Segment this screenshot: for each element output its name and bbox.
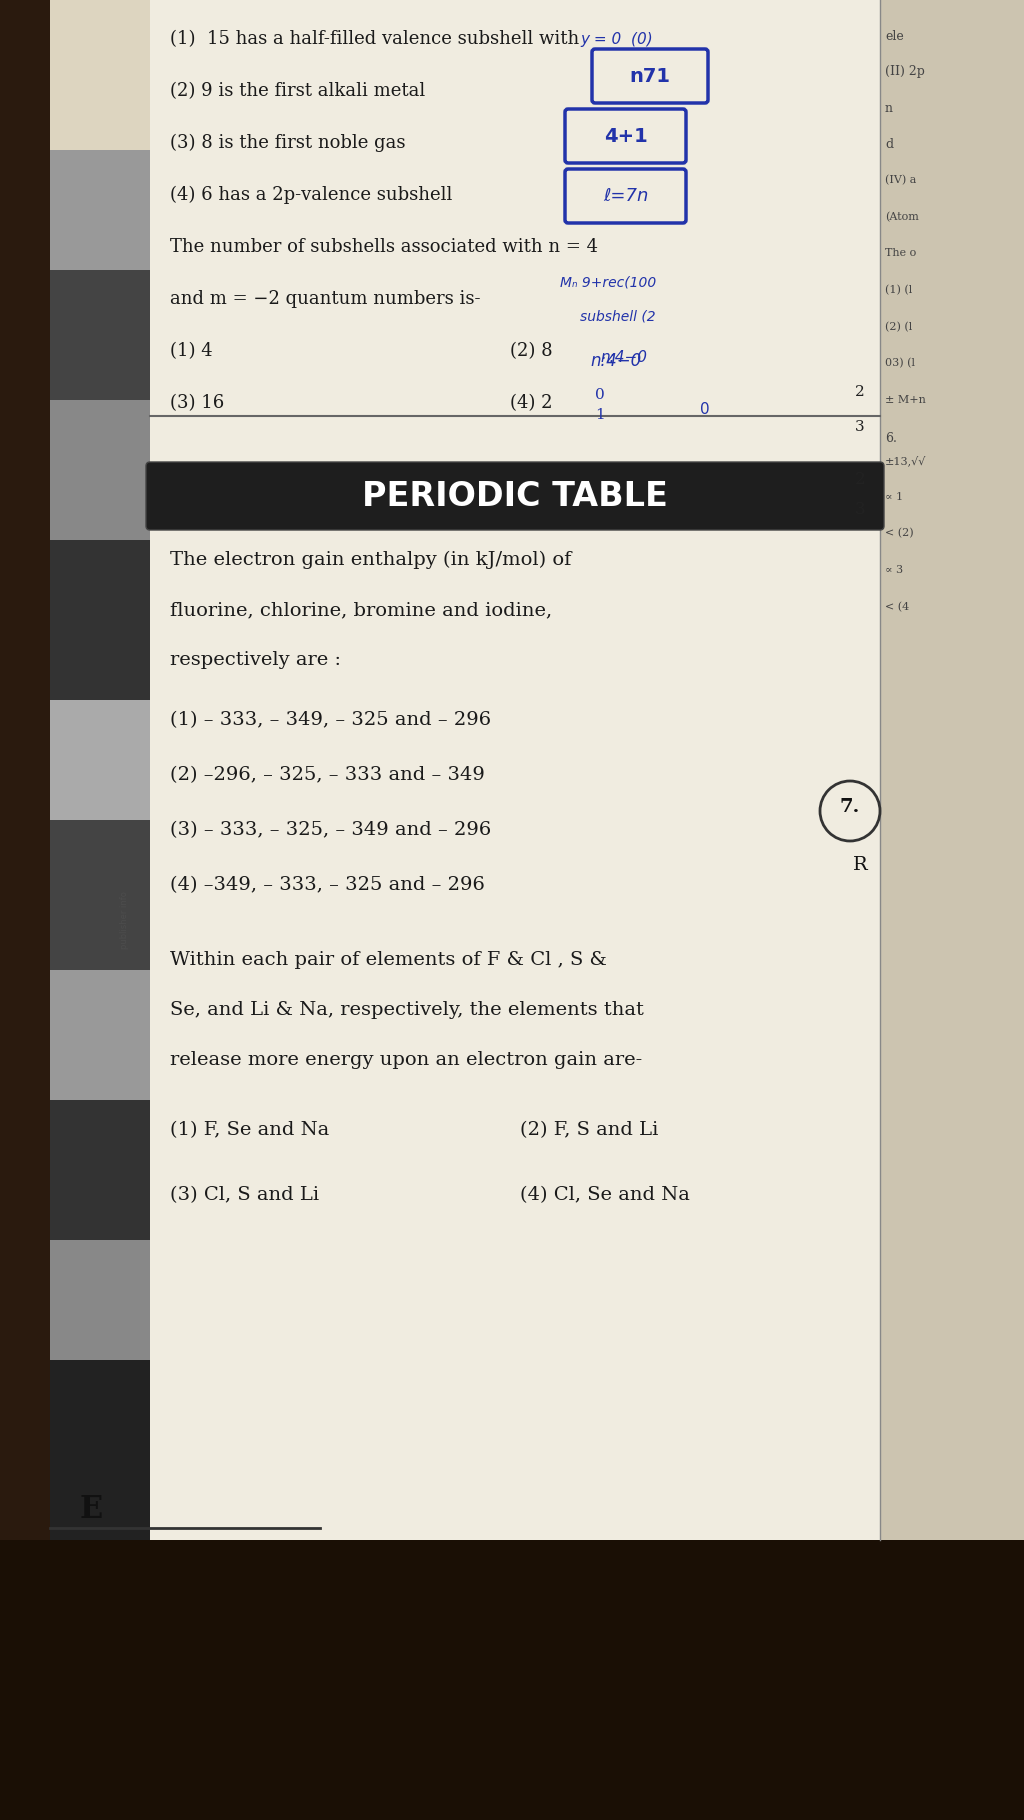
Text: (4) –349, – 333, – 325 and – 296: (4) –349, – 333, – 325 and – 296 xyxy=(170,875,485,894)
Text: 1: 1 xyxy=(595,408,605,422)
Text: The electron gain enthalpy (in kJ/mol) of: The electron gain enthalpy (in kJ/mol) o… xyxy=(170,551,571,570)
Text: ±13,√√: ±13,√√ xyxy=(885,455,927,466)
Text: < (4: < (4 xyxy=(885,602,909,612)
Text: ∝ 1: ∝ 1 xyxy=(885,491,903,502)
Text: n: n xyxy=(885,102,893,115)
Text: ∝ 3: ∝ 3 xyxy=(885,564,903,575)
Text: (2) 8: (2) 8 xyxy=(510,342,553,360)
Text: (3) 16: (3) 16 xyxy=(170,393,224,411)
Text: R: R xyxy=(853,855,867,874)
FancyBboxPatch shape xyxy=(0,1540,1024,1820)
FancyBboxPatch shape xyxy=(880,0,1024,1540)
Bar xyxy=(50,149,150,269)
Text: 6.: 6. xyxy=(885,431,897,446)
FancyBboxPatch shape xyxy=(150,0,904,1540)
Text: 3: 3 xyxy=(855,501,865,519)
Text: 0: 0 xyxy=(700,402,710,417)
Text: n71: n71 xyxy=(630,67,671,86)
Text: 2: 2 xyxy=(855,386,865,399)
Text: < (2): < (2) xyxy=(885,528,913,539)
Text: (4) 2: (4) 2 xyxy=(510,393,553,411)
Bar xyxy=(50,1099,150,1239)
Bar xyxy=(50,1239,150,1360)
Text: E: E xyxy=(80,1494,103,1525)
Text: 3: 3 xyxy=(855,420,865,433)
Text: (1) F, Se and Na: (1) F, Se and Na xyxy=(170,1121,330,1139)
Text: (1) – 333, – 349, – 325 and – 296: (1) – 333, – 349, – 325 and – 296 xyxy=(170,712,492,730)
Text: (2) –296, – 325, – 333 and – 349: (2) –296, – 325, – 333 and – 349 xyxy=(170,766,485,784)
Text: subshell (2: subshell (2 xyxy=(580,309,655,324)
Text: 0: 0 xyxy=(595,388,605,402)
Text: release more energy upon an electron gain are-: release more energy upon an electron gai… xyxy=(170,1050,642,1068)
Text: (1) 4: (1) 4 xyxy=(170,342,213,360)
Bar xyxy=(50,970,150,1099)
Text: ℓ=7n: ℓ=7n xyxy=(603,187,648,206)
Text: Within each pair of elements of F & Cl , S &: Within each pair of elements of F & Cl ,… xyxy=(170,952,607,968)
Text: (2) (l: (2) (l xyxy=(885,322,912,333)
Text: publisher info: publisher info xyxy=(120,892,129,948)
Text: 2: 2 xyxy=(855,471,865,488)
Text: (3) 8 is the first noble gas: (3) 8 is the first noble gas xyxy=(170,135,406,153)
Text: (2) 9 is the first alkali metal: (2) 9 is the first alkali metal xyxy=(170,82,425,100)
Text: d: d xyxy=(885,138,893,151)
FancyBboxPatch shape xyxy=(146,462,884,530)
Text: (3) – 333, – 325, – 349 and – 296: (3) – 333, – 325, – 349 and – 296 xyxy=(170,821,492,839)
FancyBboxPatch shape xyxy=(50,0,1024,1540)
Text: (3) Cl, S and Li: (3) Cl, S and Li xyxy=(170,1187,319,1205)
Text: 7.: 7. xyxy=(840,797,860,815)
Circle shape xyxy=(820,781,880,841)
Text: 03) (l: 03) (l xyxy=(885,359,915,368)
Bar xyxy=(50,701,150,821)
Text: y = 0  (0): y = 0 (0) xyxy=(580,33,652,47)
Text: (1) (l: (1) (l xyxy=(885,286,912,295)
Text: Se, and Li & Na, respectively, the elements that: Se, and Li & Na, respectively, the eleme… xyxy=(170,1001,644,1019)
Bar xyxy=(50,1360,150,1540)
Text: n:4−0: n:4−0 xyxy=(590,351,641,369)
Text: (Atom: (Atom xyxy=(885,211,919,222)
Text: fluorine, chlorine, bromine and iodine,: fluorine, chlorine, bromine and iodine, xyxy=(170,601,552,619)
Bar xyxy=(50,400,150,541)
Bar xyxy=(50,821,150,970)
Text: respectively are :: respectively are : xyxy=(170,652,341,670)
Text: PERIODIC TABLE: PERIODIC TABLE xyxy=(362,479,668,513)
Text: (2) F, S and Li: (2) F, S and Li xyxy=(520,1121,658,1139)
Text: (4) 6 has a 2p-valence subshell: (4) 6 has a 2p-valence subshell xyxy=(170,186,453,204)
Text: The number of subshells associated with n = 4: The number of subshells associated with … xyxy=(170,238,598,257)
Text: ele: ele xyxy=(885,29,904,44)
Text: (II) 2p: (II) 2p xyxy=(885,66,925,78)
Text: ± M+n: ± M+n xyxy=(885,395,926,406)
Bar xyxy=(50,269,150,400)
Text: Mₙ 9+rec(100: Mₙ 9+rec(100 xyxy=(560,275,656,289)
Text: and m = −2 quantum numbers is-: and m = −2 quantum numbers is- xyxy=(170,289,480,308)
Text: 4+1: 4+1 xyxy=(603,127,647,146)
Text: n:4−0: n:4−0 xyxy=(600,349,647,366)
Bar xyxy=(50,541,150,701)
Text: (4) Cl, Se and Na: (4) Cl, Se and Na xyxy=(520,1187,690,1205)
Text: (IV) a: (IV) a xyxy=(885,175,916,186)
Text: (1)  15 has a half-filled valence subshell with: (1) 15 has a half-filled valence subshel… xyxy=(170,29,580,47)
Text: The o: The o xyxy=(885,248,916,258)
